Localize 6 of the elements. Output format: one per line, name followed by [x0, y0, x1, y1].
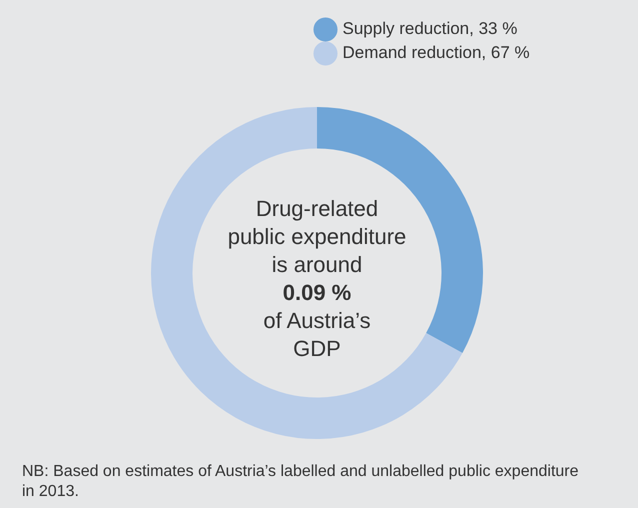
text: 0.09 % — [282, 279, 352, 307]
legend-label: Supply reduction, 33 % — [342, 19, 518, 38]
text: of Austria’s GDP — [262, 307, 372, 363]
text: NB: Based on estimates of Austria’s labelled and unlabelled public expenditure in 2013. — [22, 462, 580, 502]
text: Drug-related public expenditure is around — [227, 195, 407, 279]
legend-label: Demand reduction, 67 % — [342, 43, 530, 62]
